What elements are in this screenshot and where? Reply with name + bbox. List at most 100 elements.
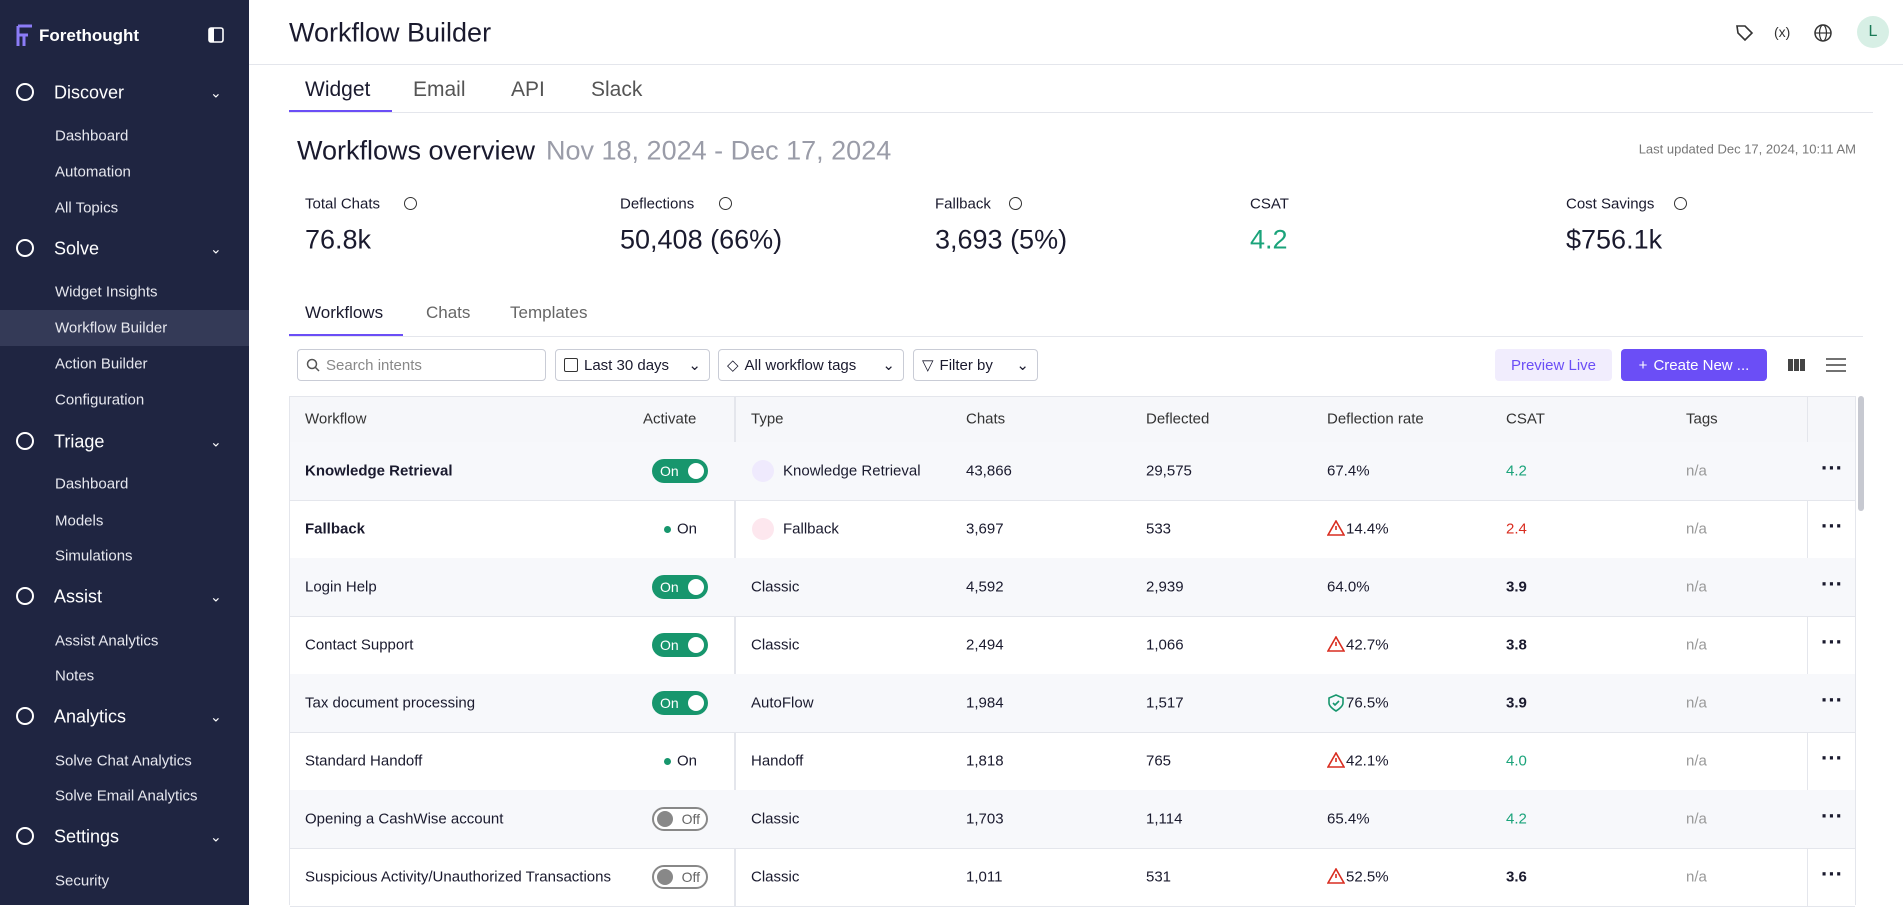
- row-menu[interactable]: ···: [1821, 513, 1843, 539]
- rate-flag-icon: [1326, 635, 1346, 657]
- metric-value: 76.8k: [305, 224, 372, 255]
- nav-item[interactable]: Solve Chat Analytics: [55, 752, 192, 770]
- view-toggles[interactable]: [1786, 356, 1850, 374]
- chevron[interactable]: ⌄: [210, 828, 222, 845]
- row-menu[interactable]: ···: [1821, 629, 1843, 655]
- nav-item[interactable]: Action Builder: [55, 355, 148, 373]
- nav-item[interactable]: Workflow Builder: [55, 319, 168, 337]
- channel-tab[interactable]: Widget: [305, 78, 371, 101]
- nav-item[interactable]: Dashboard: [55, 127, 129, 145]
- filter-label: Filter by: [939, 356, 993, 374]
- row-divider: [290, 732, 1855, 733]
- row-menu[interactable]: ···: [1821, 571, 1843, 597]
- workflow-name[interactable]: Tax document processing: [305, 694, 476, 712]
- column-divider: [734, 397, 736, 906]
- collapse-button[interactable]: [208, 27, 224, 43]
- row-menu[interactable]: ···: [1821, 745, 1843, 771]
- chevron[interactable]: ⌄: [210, 708, 222, 725]
- preview-live-button[interactable]: Preview Live: [1495, 349, 1612, 381]
- nav-item[interactable]: Dashboard: [55, 475, 129, 493]
- header-icons[interactable]: (x): [1734, 22, 1854, 44]
- metric-label: Deflections: [620, 195, 695, 213]
- section-title[interactable]: Discover: [54, 82, 125, 103]
- deflected: 533: [1146, 520, 1172, 538]
- workflow-name[interactable]: Opening a CashWise account: [305, 810, 504, 828]
- nav-item[interactable]: Assist Analytics: [55, 632, 159, 650]
- channel-tab[interactable]: API: [511, 78, 545, 101]
- nav-item[interactable]: Automation: [55, 163, 131, 181]
- create-new-button[interactable]: + Create New ...: [1621, 349, 1767, 381]
- avatar[interactable]: L: [1857, 16, 1889, 48]
- nav-item[interactable]: Configuration: [55, 391, 145, 409]
- workflow-name[interactable]: Knowledge Retrieval: [305, 462, 453, 480]
- chevron[interactable]: ⌄: [210, 84, 222, 101]
- deflection-rate: 67.4%: [1327, 462, 1370, 480]
- activate-toggle[interactable]: On: [652, 459, 708, 483]
- channel-tab[interactable]: Slack: [591, 78, 643, 101]
- column-header[interactable]: Deflected: [1146, 410, 1210, 428]
- workflow-type: Fallback: [783, 520, 839, 538]
- sub-tab[interactable]: Workflows: [305, 303, 384, 322]
- workflow-type: Knowledge Retrieval: [783, 462, 921, 480]
- section-title[interactable]: Triage: [54, 431, 105, 452]
- activate-toggle[interactable]: Off: [652, 865, 708, 889]
- info-icon[interactable]: [404, 197, 418, 210]
- workflow-name[interactable]: Standard Handoff: [305, 752, 423, 770]
- info-icon[interactable]: [1009, 197, 1023, 210]
- row-bg: [290, 790, 1855, 848]
- column-header[interactable]: Deflection rate: [1327, 410, 1424, 428]
- status-label: On: [677, 520, 698, 538]
- deflected: 1,066: [1146, 636, 1184, 654]
- nav-item[interactable]: All Topics: [55, 199, 119, 217]
- section-title[interactable]: Analytics: [54, 706, 127, 727]
- filter-by[interactable]: ▽ Filter by ⌄: [913, 349, 1038, 381]
- workflow-name[interactable]: Contact Support: [305, 636, 414, 654]
- date-filter[interactable]: Last 30 days ⌄: [555, 349, 710, 381]
- chats: 1,984: [966, 694, 1004, 712]
- chevron[interactable]: ⌄: [210, 433, 222, 450]
- workflow-name[interactable]: Suspicious Activity/Unauthorized Transac…: [305, 868, 611, 886]
- channel-tab[interactable]: Email: [413, 78, 466, 101]
- section-title[interactable]: Assist: [54, 586, 103, 607]
- nav-item[interactable]: Notes: [55, 667, 95, 685]
- nav-item[interactable]: Security: [55, 872, 110, 890]
- column-header[interactable]: Workflow: [305, 410, 367, 428]
- chats: 1,703: [966, 810, 1004, 828]
- info-icon[interactable]: [719, 197, 733, 210]
- brand-logo: [16, 24, 32, 46]
- search-input[interactable]: Search intents: [297, 349, 546, 381]
- metric-label: Total Chats: [305, 195, 381, 213]
- column-header: Activate: [643, 410, 697, 428]
- row-menu[interactable]: ···: [1821, 861, 1843, 887]
- row-menu[interactable]: ···: [1821, 803, 1843, 829]
- sub-tab[interactable]: Chats: [426, 303, 471, 322]
- nav-item[interactable]: Models: [55, 512, 104, 530]
- column-header[interactable]: Chats: [966, 410, 1006, 428]
- activate-toggle[interactable]: On: [652, 691, 708, 715]
- chevron[interactable]: ⌄: [210, 240, 222, 257]
- toggle-label: Off: [681, 811, 700, 827]
- nav-item[interactable]: Solve Email Analytics: [55, 787, 198, 805]
- nav-item[interactable]: Simulations: [55, 547, 133, 565]
- workflow-name[interactable]: Fallback: [305, 520, 366, 538]
- workflow-name[interactable]: Login Help: [305, 578, 377, 596]
- chats: 4,592: [966, 578, 1004, 596]
- activate-toggle[interactable]: On: [652, 575, 708, 599]
- info-icon[interactable]: [1673, 197, 1687, 210]
- column-header[interactable]: CSAT: [1506, 410, 1545, 428]
- row-bg: [290, 558, 1855, 616]
- section-icon: [16, 83, 34, 101]
- tags-filter[interactable]: ◇ All workflow tags ⌄: [718, 349, 904, 381]
- section-title[interactable]: Solve: [54, 238, 100, 259]
- section-title[interactable]: Settings: [54, 826, 120, 847]
- activate-toggle[interactable]: Off: [652, 807, 708, 831]
- nav-item[interactable]: Widget Insights: [55, 283, 158, 301]
- row-menu[interactable]: ···: [1821, 687, 1843, 713]
- tags-filter-label: All workflow tags: [744, 356, 857, 374]
- scrollbar[interactable]: [1858, 396, 1864, 511]
- rate-flag-icon: [1327, 694, 1345, 717]
- sub-tab[interactable]: Templates: [510, 303, 588, 322]
- row-menu[interactable]: ···: [1821, 455, 1843, 481]
- chevron[interactable]: ⌄: [210, 588, 222, 605]
- activate-toggle[interactable]: On: [652, 633, 708, 657]
